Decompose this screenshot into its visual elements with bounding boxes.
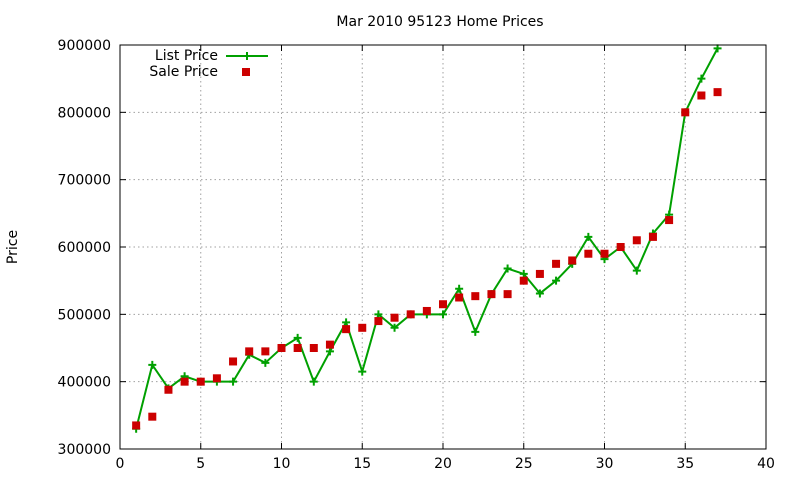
sale-price-point: [406, 310, 415, 319]
sale-price-point: [164, 385, 173, 394]
x-tick-label: 5: [196, 456, 205, 472]
list-price-point: [229, 377, 238, 386]
x-tick-label: 40: [757, 456, 775, 472]
sale-price-point: [212, 374, 221, 383]
sale-price-point: [552, 259, 561, 268]
sale-price-point: [697, 91, 706, 100]
chart-title: Mar 2010 95123 Home Prices: [336, 14, 543, 30]
plot-frame: [119, 44, 767, 450]
x-tick-label: 30: [596, 456, 614, 472]
list-price-point: [584, 232, 593, 241]
sale-price-point: [245, 347, 254, 356]
sale-price-point: [681, 108, 690, 117]
sale-price-point: [358, 323, 367, 332]
series-layer: [132, 44, 722, 433]
sale-price-point: [665, 216, 674, 225]
list-price-point: [535, 289, 544, 298]
sale-price-point: [293, 344, 302, 352]
grid-layer: [120, 45, 766, 449]
y-tick-label: 400000: [58, 375, 111, 391]
y-tick-label: 900000: [58, 38, 111, 54]
list-price-line: [135, 47, 719, 430]
list-price-point: [342, 318, 351, 327]
list-price-point: [358, 367, 367, 376]
list-price-point: [552, 276, 561, 285]
sale-price-point: [713, 88, 722, 97]
sale-price-point: [229, 357, 238, 366]
y-tick-label: 700000: [58, 173, 111, 189]
sale-price-point: [568, 256, 577, 265]
list-price-point: [519, 269, 528, 278]
sale-price-point: [277, 344, 286, 352]
sale-price-point: [503, 290, 512, 299]
list-price-point: [148, 360, 157, 369]
sale-price-point: [374, 317, 383, 326]
list-price-point: [713, 44, 722, 53]
legend-label-list-price: List Price: [155, 48, 218, 64]
sale-price-point: [600, 249, 609, 258]
sale-price-point: [584, 249, 593, 258]
x-tick-label: 35: [676, 456, 694, 472]
legend: List Price Sale Price: [149, 48, 268, 80]
sale-price-point: [148, 412, 157, 421]
sale-price-point: [309, 344, 318, 352]
list-price-point: [455, 284, 464, 293]
sale-price-point: [196, 377, 205, 386]
sale-price-point: [487, 290, 496, 299]
list-price-point: [374, 310, 383, 319]
sale-price-point: [632, 236, 641, 245]
legend-swatch-sale-price: [242, 68, 250, 76]
legend-label-sale-price: Sale Price: [149, 64, 218, 80]
y-tick-label: 300000: [58, 442, 111, 458]
list-price-point: [439, 310, 447, 319]
x-tick-label: 25: [515, 456, 533, 472]
x-tick-label: 10: [273, 456, 291, 472]
list-price-point: [632, 266, 641, 275]
sale-price-point: [390, 313, 399, 322]
y-axis-label: Price: [5, 230, 21, 264]
sale-price-point: [342, 325, 351, 334]
sale-price-point: [648, 232, 657, 241]
sale-price-point: [180, 377, 189, 386]
list-price-point: [325, 347, 334, 356]
sale-price-point: [455, 293, 464, 302]
sale-price-point: [132, 421, 141, 430]
y-tick-label: 600000: [58, 240, 111, 256]
sale-price-point: [519, 276, 528, 285]
x-tick-label: 0: [116, 456, 125, 472]
sale-price-point: [439, 300, 447, 309]
list-price-point: [293, 333, 302, 342]
list-price-point: [261, 358, 270, 367]
sale-price-point: [535, 269, 544, 278]
sale-price-point: [422, 306, 431, 315]
tick-layer: 0 5 10 15 20 25 30 35 40 300000 400000 500000 600000…: [58, 38, 775, 472]
sale-price-point: [325, 340, 334, 349]
sale-price-point: [471, 292, 480, 301]
x-tick-label: 20: [434, 456, 452, 472]
legend-marker-list-price: [243, 52, 251, 60]
x-tick-label: 15: [353, 456, 371, 472]
y-tick-label: 800000: [58, 105, 111, 121]
sale-price-point: [616, 243, 625, 251]
list-price-point: [309, 377, 318, 386]
list-price-point: [697, 74, 706, 83]
y-tick-label: 500000: [58, 307, 111, 323]
list-price-point: [503, 264, 512, 273]
list-price-point: [471, 327, 480, 336]
list-price-point: [390, 323, 399, 332]
sale-price-point: [261, 347, 270, 356]
